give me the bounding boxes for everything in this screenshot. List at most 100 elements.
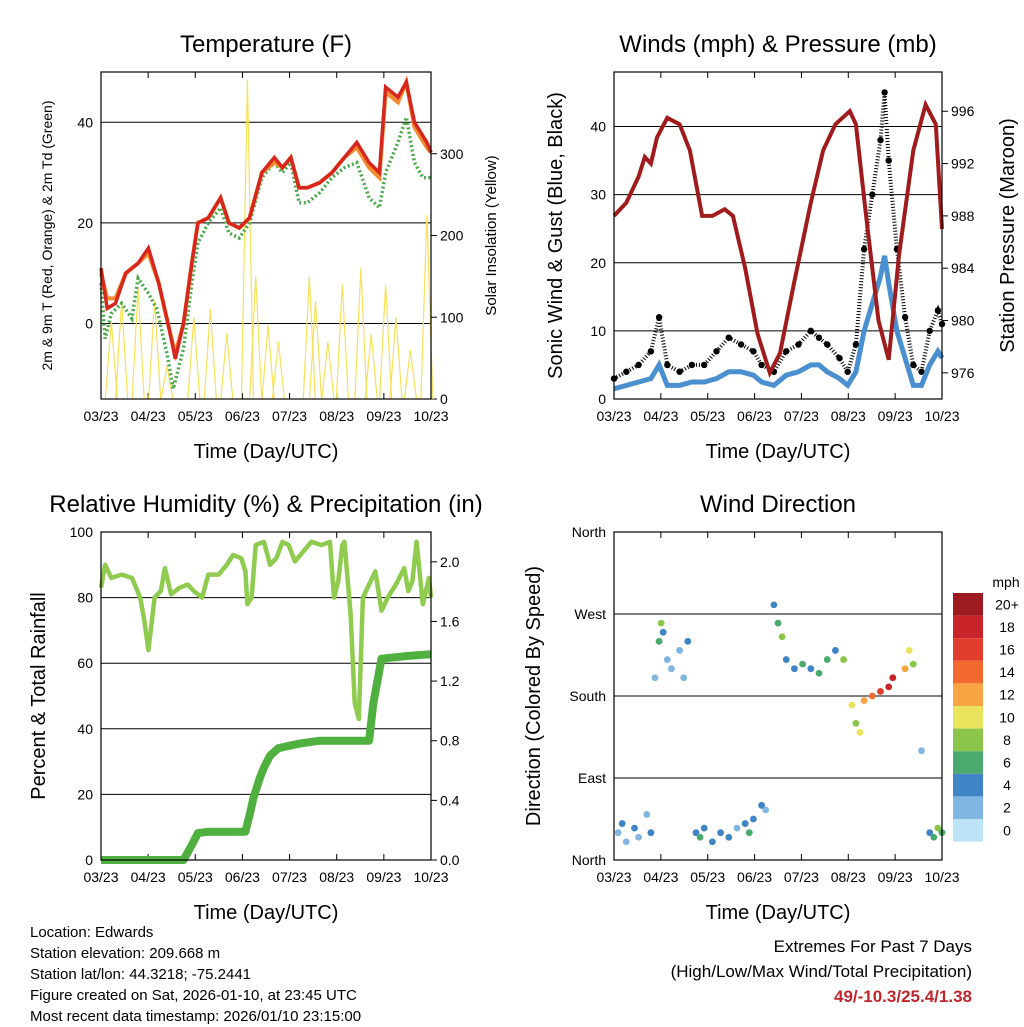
wind-direction-point bbox=[840, 656, 847, 663]
temperature-xtick-label: 03/23 bbox=[83, 408, 118, 424]
legend-swatch bbox=[953, 751, 983, 774]
recent-timestamp-text: Most recent data timestamp: 2026/01/10 2… bbox=[30, 1008, 362, 1025]
solar-insolation-spike bbox=[261, 325, 275, 400]
solar-insolation-spike bbox=[308, 300, 323, 400]
solar-insolation-spike bbox=[160, 366, 174, 400]
solar-insolation-spike bbox=[364, 333, 378, 400]
wind-direction-point bbox=[659, 628, 667, 636]
solar-insolation-spike bbox=[240, 80, 255, 400]
wind-direction-point bbox=[860, 697, 868, 704]
humidity-ytick-label: 20 bbox=[77, 786, 93, 802]
wind-direction-point bbox=[823, 656, 831, 663]
wind-direction-point bbox=[680, 674, 688, 682]
latlon-text: Station lat/lon: 44.3218; -75.2441 bbox=[30, 966, 252, 983]
wind-gust-point bbox=[750, 348, 757, 355]
wind-gust-point bbox=[815, 334, 823, 341]
winds-xtick-label: 06/23 bbox=[737, 408, 772, 424]
legend-swatch bbox=[953, 683, 983, 706]
solar-insolation-spike bbox=[115, 300, 129, 400]
wind-direction-point bbox=[889, 674, 897, 682]
legend-label: 0 bbox=[1003, 822, 1011, 838]
humidity-frame bbox=[100, 531, 432, 861]
temperature-ytick-label: 20 bbox=[77, 215, 93, 231]
wind-direction-point bbox=[926, 829, 934, 837]
humidity-xtick-label: 05/23 bbox=[178, 869, 213, 885]
direction-xlabel: Time (Day/UTC) bbox=[706, 902, 851, 924]
direction-ytick-label: North bbox=[572, 852, 606, 868]
wind-direction-point bbox=[807, 665, 815, 673]
sonic-wind-line bbox=[613, 255, 945, 392]
wind-direction-point bbox=[692, 829, 700, 837]
direction-ylabel: Direction (Colored By Speed) bbox=[523, 566, 545, 826]
legend-label: 14 bbox=[999, 664, 1015, 680]
created-text: Figure created on Sat, 2026-01-10, at 23… bbox=[30, 987, 357, 1004]
wind-gust-point bbox=[758, 361, 765, 369]
wind-direction-point bbox=[930, 833, 938, 841]
wind-direction-point bbox=[791, 665, 798, 673]
elevation-text: Station elevation: 209.668 m bbox=[30, 945, 221, 962]
temperature-xtick-label: 05/23 bbox=[178, 408, 213, 424]
humidity-y2tick-label: 0.0 bbox=[440, 852, 460, 868]
winds-y2tick-label: 992 bbox=[951, 156, 975, 172]
wind-direction-point bbox=[782, 656, 790, 663]
winds-frame bbox=[613, 71, 943, 400]
humidity-xtick-label: 07/23 bbox=[272, 869, 307, 885]
winds-ytick-label: 40 bbox=[590, 119, 606, 135]
legend-swatch bbox=[953, 796, 983, 819]
humidity-ytick-label: 100 bbox=[70, 524, 94, 540]
legend-label: 6 bbox=[1003, 755, 1011, 771]
winds-xtick-label: 09/23 bbox=[878, 408, 913, 424]
total-rainfall-line bbox=[101, 650, 432, 864]
wind-direction-point bbox=[778, 633, 786, 641]
solar-insolation-spike bbox=[148, 300, 162, 400]
humidity-y2tick-label: 1.2 bbox=[440, 673, 460, 689]
winds-y2tick-label: 980 bbox=[951, 313, 975, 329]
legend-swatch bbox=[953, 706, 983, 729]
humidity-xtick-label: 08/23 bbox=[319, 869, 354, 885]
wind-direction-point bbox=[815, 669, 823, 677]
direction-xtick-label: 06/23 bbox=[737, 869, 772, 885]
winds-xtick-label: 04/23 bbox=[643, 408, 678, 424]
solar-insolation-spike bbox=[379, 284, 393, 400]
temperature-ytick-label: 0 bbox=[85, 316, 93, 332]
wind-direction-point bbox=[799, 660, 806, 668]
temperature-y2tick-label: 0 bbox=[440, 391, 448, 407]
humidity-xtick-label: 10/23 bbox=[413, 869, 448, 885]
winds-xtick-label: 08/23 bbox=[831, 408, 866, 424]
humidity-xlabel: Time (Day/UTC) bbox=[194, 902, 339, 924]
wind-direction-point bbox=[618, 820, 626, 827]
direction-xtick-label: 03/23 bbox=[596, 869, 631, 885]
winds-ytick-label: 10 bbox=[590, 323, 606, 339]
humidity-xtick-label: 03/23 bbox=[83, 869, 118, 885]
wind-direction-point bbox=[918, 747, 925, 755]
humidity-y2tick-label: 0.4 bbox=[440, 792, 460, 808]
wind-direction-point bbox=[709, 838, 716, 846]
wind-direction-point bbox=[725, 833, 733, 841]
wind-direction-point bbox=[885, 683, 893, 691]
winds-y2label: Station Pressure (Maroon) bbox=[997, 118, 1019, 353]
winds-xtick-label: 10/23 bbox=[924, 408, 959, 424]
temperature-frame bbox=[100, 71, 432, 400]
extremes-title: Extremes For Past 7 Days bbox=[773, 937, 972, 956]
winds-ytick-label: 30 bbox=[590, 187, 606, 203]
solar-insolation-spike bbox=[335, 284, 349, 400]
wind-gust-point bbox=[926, 327, 933, 335]
wind-gust-line bbox=[613, 92, 944, 381]
temperature-title: Temperature (F) bbox=[180, 31, 352, 58]
temperature-y2tick-label: 200 bbox=[440, 228, 464, 244]
humidity-y2tick-label: 2.0 bbox=[440, 554, 460, 570]
wind-direction-point bbox=[905, 647, 913, 654]
station-metadata: Location: Edwards Station elevation: 209… bbox=[30, 922, 361, 1027]
solar-insolation-spike bbox=[104, 321, 118, 400]
humidity-xtick-label: 06/23 bbox=[225, 869, 260, 885]
wind-gust-point bbox=[623, 368, 630, 375]
direction-frame bbox=[613, 531, 943, 861]
winds-xlabel: Time (Day/UTC) bbox=[706, 441, 851, 463]
legend-swatch bbox=[953, 638, 983, 661]
legend-label: 8 bbox=[1003, 732, 1011, 748]
legend-swatch bbox=[953, 615, 983, 639]
legend-title: mph bbox=[992, 574, 1019, 590]
humidity-ytick-label: 60 bbox=[77, 655, 93, 671]
wind-direction-point bbox=[696, 833, 704, 841]
humidity-y2tick-label: 0.8 bbox=[440, 733, 460, 749]
